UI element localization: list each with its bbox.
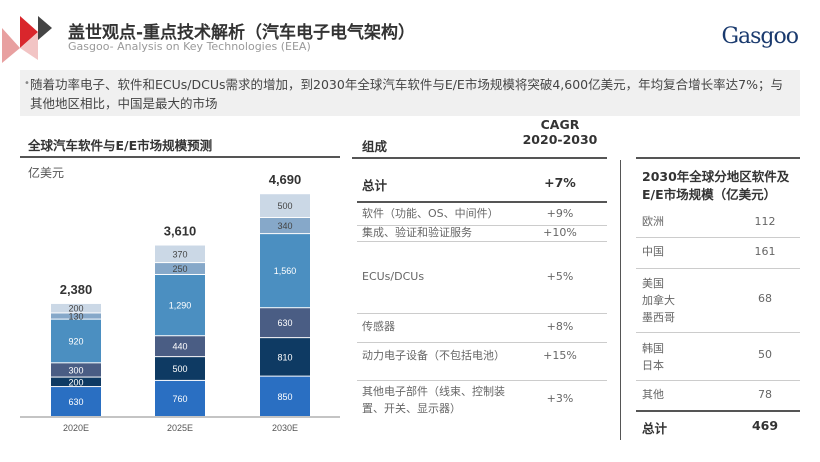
segment-label: 920 (68, 336, 83, 346)
cagr-row-label: 其他电子部件（线束、控制装置、开关、显示器） (362, 385, 505, 415)
bar-segment (260, 376, 310, 416)
cagr-row-value: +8% (546, 320, 574, 333)
segment-label: 630 (68, 397, 83, 407)
cagr-total-value: +7% (544, 175, 576, 190)
segment-label: 370 (172, 249, 187, 259)
bar-segment (51, 303, 101, 313)
region-row-label: 欧洲 (642, 215, 664, 228)
bar-segment (260, 308, 310, 338)
x-tick-label: 2030E (272, 423, 298, 433)
page-title: 盖世观点-重点技术解析（汽车电子电气架构） (68, 23, 416, 43)
bar-segment (260, 234, 310, 308)
summary-bullet: 随着功率电子、软件和ECUs/DCUs需求的增加，到2030年全球汽车软件与E/… (20, 70, 800, 116)
chart-title: 全球汽车软件与E/E市场规模预测 (28, 138, 213, 153)
segment-label: 300 (68, 365, 83, 375)
region-row-value: 68 (758, 292, 772, 305)
region-total-value: 469 (751, 418, 779, 433)
cagr-row-label: 动力电子设备（不包括电池） (362, 349, 505, 362)
cagr-row-label: 集成、验证和验证服务 (362, 226, 472, 239)
segment-label: 760 (172, 394, 187, 404)
total-label: 2,380 (60, 282, 93, 297)
region-row-value: 161 (754, 245, 776, 258)
segment-label: 200 (68, 377, 83, 387)
region-row-value: 50 (758, 348, 772, 361)
y-unit-label: 亿美元 (28, 166, 65, 180)
bar-segment (51, 387, 101, 416)
region-row-value: 112 (754, 215, 776, 228)
cagr-col-component: 组成 (362, 139, 388, 154)
page-subtitle: Gasgoo- Analysis on Key Technologies (EE… (68, 40, 311, 53)
segment-label: 250 (172, 264, 187, 274)
bar-segment (155, 245, 205, 263)
segment-label: 200 (68, 304, 83, 314)
cagr-row-value: +5% (546, 270, 574, 283)
region-table-title: 2030年全球分地区软件及E/E市场规模（亿美元） (642, 169, 790, 202)
segment-label: 1,560 (274, 266, 297, 276)
bar-segment (51, 319, 101, 363)
bar-segment (260, 338, 310, 376)
segment-label: 1,290 (169, 301, 192, 311)
bar-segment (51, 363, 101, 377)
region-row-label: 韩国 日本 (642, 342, 664, 372)
gasgoo-logo: Gasgoo (721, 24, 799, 49)
region-row-value: 78 (758, 388, 772, 401)
cagr-row-value: +9% (546, 207, 574, 220)
bar-segment (51, 313, 101, 319)
region-row-label: 美国 加拿大 墨西哥 (642, 277, 675, 324)
segment-label: 630 (277, 318, 292, 328)
bar-segment (155, 263, 205, 274)
x-tick-label: 2025E (167, 423, 193, 433)
segment-label: 500 (172, 364, 187, 374)
segment-label: 500 (277, 201, 292, 211)
cagr-row-label: 软件（功能、OS、中间件） (362, 207, 499, 220)
cagr-row-label: ECUs/DCUs (362, 270, 425, 283)
cagr-row-value: +10% (543, 226, 577, 239)
total-label: 3,610 (164, 224, 197, 239)
brand-corner-logo (2, 16, 52, 63)
region-total-label: 总计 (642, 421, 668, 436)
bar-segment (260, 194, 310, 217)
bar-segment (155, 274, 205, 336)
bar-segment (260, 217, 310, 234)
segment-label: 440 (172, 342, 187, 352)
summary-text: 随着功率电子、软件和ECUs/DCUs需求的增加，到2030年全球汽车软件与E/… (30, 77, 783, 111)
cagr-row-value: +15% (543, 349, 577, 362)
cagr-row-label: 传感器 (362, 320, 395, 333)
segment-label: 340 (277, 221, 292, 231)
x-tick-label: 2020E (63, 423, 89, 433)
segment-label: 130 (68, 312, 83, 322)
total-label: 4,690 (269, 172, 302, 187)
cagr-row-value: +3% (546, 392, 574, 405)
region-row-label: 中国 (642, 245, 664, 258)
segment-label: 850 (277, 392, 292, 402)
bar-segment (155, 336, 205, 357)
bullet-dot: • (24, 78, 30, 89)
cagr-col-header: CAGR 2020-2030 (522, 117, 598, 147)
bar-segment (155, 380, 205, 416)
stacked-bar-chart: 6302003009201302002,3802020E7605004401,2… (20, 172, 340, 433)
table-divider (620, 160, 621, 440)
bar-segment (51, 377, 101, 387)
segment-label: 810 (277, 352, 292, 362)
cagr-total-label: 总计 (362, 178, 388, 193)
region-row-label: 其他 (642, 388, 664, 401)
bar-segment (155, 357, 205, 380)
